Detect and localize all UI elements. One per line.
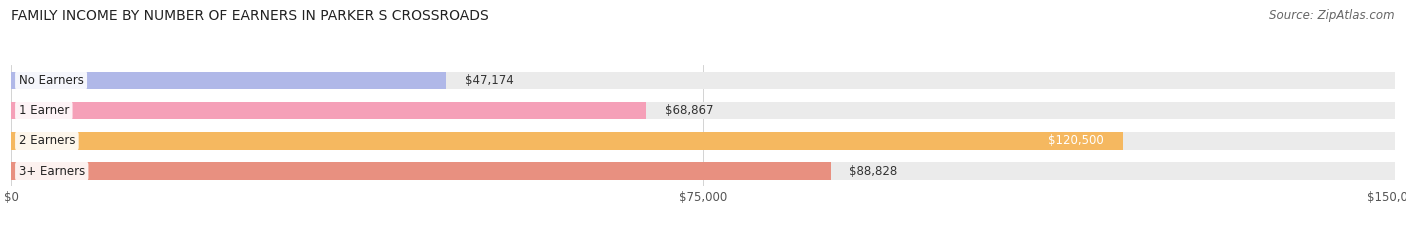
Bar	[11, 102, 647, 120]
Bar	[11, 162, 831, 180]
Bar	[11, 132, 1122, 150]
Text: $47,174: $47,174	[465, 74, 513, 87]
Bar	[11, 132, 1395, 150]
Bar	[11, 72, 446, 89]
Bar	[11, 162, 1395, 180]
Text: Source: ZipAtlas.com: Source: ZipAtlas.com	[1270, 9, 1395, 22]
Text: 2 Earners: 2 Earners	[18, 134, 75, 147]
Text: 3+ Earners: 3+ Earners	[18, 165, 84, 178]
Bar	[11, 72, 1395, 89]
Bar	[11, 102, 1395, 120]
Text: $68,867: $68,867	[665, 104, 713, 117]
Text: $120,500: $120,500	[1049, 134, 1104, 147]
Text: FAMILY INCOME BY NUMBER OF EARNERS IN PARKER S CROSSROADS: FAMILY INCOME BY NUMBER OF EARNERS IN PA…	[11, 9, 489, 23]
Text: $88,828: $88,828	[849, 165, 897, 178]
Text: No Earners: No Earners	[18, 74, 83, 87]
Text: 1 Earner: 1 Earner	[18, 104, 69, 117]
